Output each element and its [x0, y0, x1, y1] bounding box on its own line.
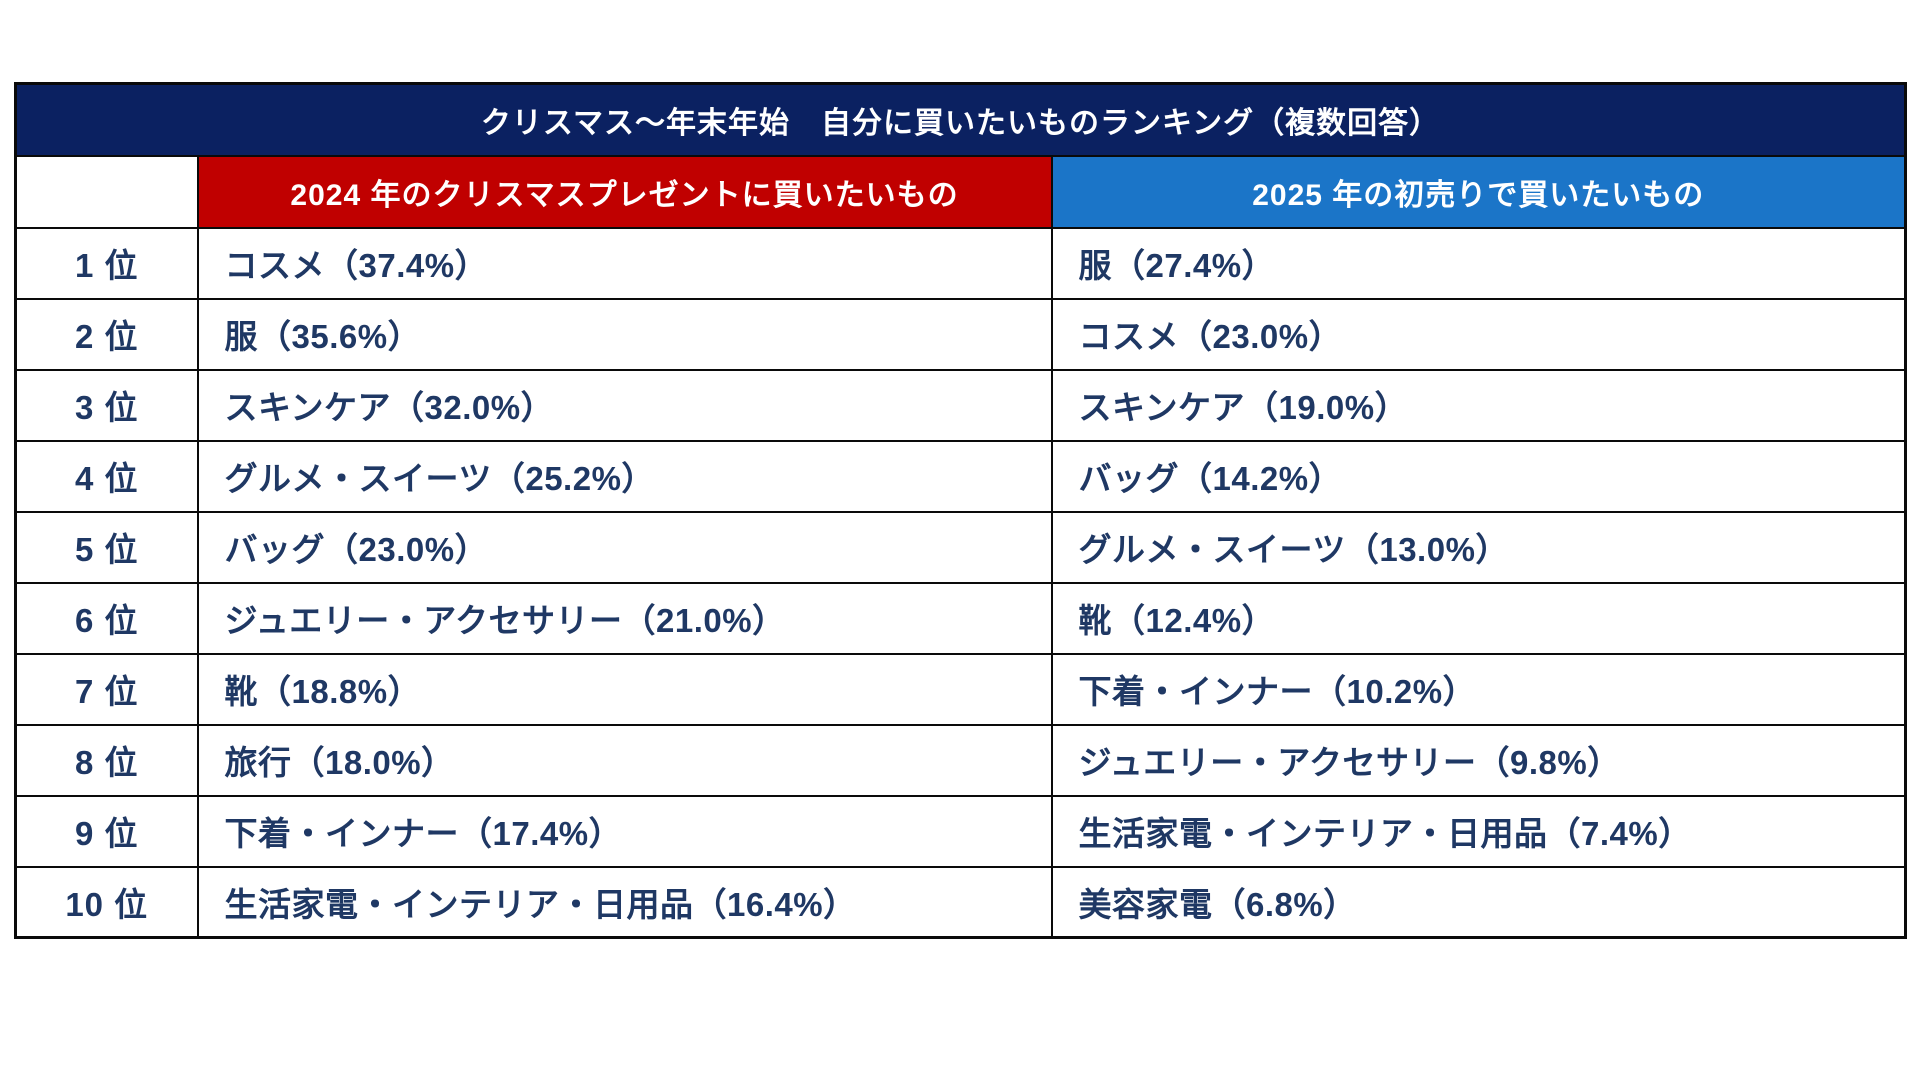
rank-cell: 3 位	[14, 368, 199, 442]
item-cell-2025: ジュエリー・アクセサリー（9.8%）	[1050, 723, 1907, 797]
item-cell-2024: 服（35.6%）	[196, 297, 1053, 371]
rank-cell: 9 位	[14, 794, 199, 868]
table-row: 10 位 生活家電・インテリア・日用品（16.4%） 美容家電（6.8%）	[14, 865, 1907, 939]
rank-cell: 10 位	[14, 865, 199, 939]
item-cell-2025: 美容家電（6.8%）	[1050, 865, 1907, 939]
item-cell-2025: 服（27.4%）	[1050, 226, 1907, 300]
rank-cell: 4 位	[14, 439, 199, 513]
rank-cell: 5 位	[14, 510, 199, 584]
item-cell-2025: コスメ（23.0%）	[1050, 297, 1907, 371]
table-row: 7 位 靴（18.8%） 下着・インナー（10.2%）	[14, 652, 1907, 726]
table-row: 4 位 グルメ・スイーツ（25.2%） バッグ（14.2%）	[14, 439, 1907, 513]
item-cell-2024: 生活家電・インテリア・日用品（16.4%）	[196, 865, 1053, 939]
item-cell-2024: スキンケア（32.0%）	[196, 368, 1053, 442]
table-row: 1 位 コスメ（37.4%） 服（27.4%）	[14, 226, 1907, 300]
table-row: 3 位 スキンケア（32.0%） スキンケア（19.0%）	[14, 368, 1907, 442]
table-row: 6 位 ジュエリー・アクセサリー（21.0%） 靴（12.4%）	[14, 581, 1907, 655]
item-cell-2025: グルメ・スイーツ（13.0%）	[1050, 510, 1907, 584]
ranking-table: クリスマス～年末年始 自分に買いたいものランキング（複数回答） 2024 年のク…	[14, 82, 1908, 939]
item-cell-2024: 下着・インナー（17.4%）	[196, 794, 1053, 868]
item-cell-2024: 旅行（18.0%）	[196, 723, 1053, 797]
table-row: 8 位 旅行（18.0%） ジュエリー・アクセサリー（9.8%）	[14, 723, 1907, 797]
item-cell-2025: 生活家電・インテリア・日用品（7.4%）	[1050, 794, 1907, 868]
item-cell-2025: バッグ（14.2%）	[1050, 439, 1907, 513]
rank-cell: 2 位	[14, 297, 199, 371]
item-cell-2024: グルメ・スイーツ（25.2%）	[196, 439, 1053, 513]
item-cell-2024: バッグ（23.0%）	[196, 510, 1053, 584]
rank-cell: 7 位	[14, 652, 199, 726]
corner-cell	[14, 154, 199, 229]
table-title: クリスマス～年末年始 自分に買いたいものランキング（複数回答）	[14, 82, 1907, 157]
column-header-2024-christmas: 2024 年のクリスマスプレゼントに買いたいもの	[196, 154, 1053, 229]
table-row: 5 位 バッグ（23.0%） グルメ・スイーツ（13.0%）	[14, 510, 1907, 584]
table-row: 9 位 下着・インナー（17.4%） 生活家電・インテリア・日用品（7.4%）	[14, 794, 1907, 868]
rank-cell: 1 位	[14, 226, 199, 300]
title-row: クリスマス～年末年始 自分に買いたいものランキング（複数回答）	[14, 82, 1907, 157]
header-row: 2024 年のクリスマスプレゼントに買いたいもの 2025 年の初売りで買いたい…	[14, 154, 1907, 229]
rank-cell: 6 位	[14, 581, 199, 655]
item-cell-2025: 下着・インナー（10.2%）	[1050, 652, 1907, 726]
item-cell-2024: ジュエリー・アクセサリー（21.0%）	[196, 581, 1053, 655]
item-cell-2024: コスメ（37.4%）	[196, 226, 1053, 300]
table-row: 2 位 服（35.6%） コスメ（23.0%）	[14, 297, 1907, 371]
item-cell-2025: スキンケア（19.0%）	[1050, 368, 1907, 442]
item-cell-2024: 靴（18.8%）	[196, 652, 1053, 726]
column-header-2025-newyear-sale: 2025 年の初売りで買いたいもの	[1050, 154, 1907, 229]
item-cell-2025: 靴（12.4%）	[1050, 581, 1907, 655]
rank-cell: 8 位	[14, 723, 199, 797]
